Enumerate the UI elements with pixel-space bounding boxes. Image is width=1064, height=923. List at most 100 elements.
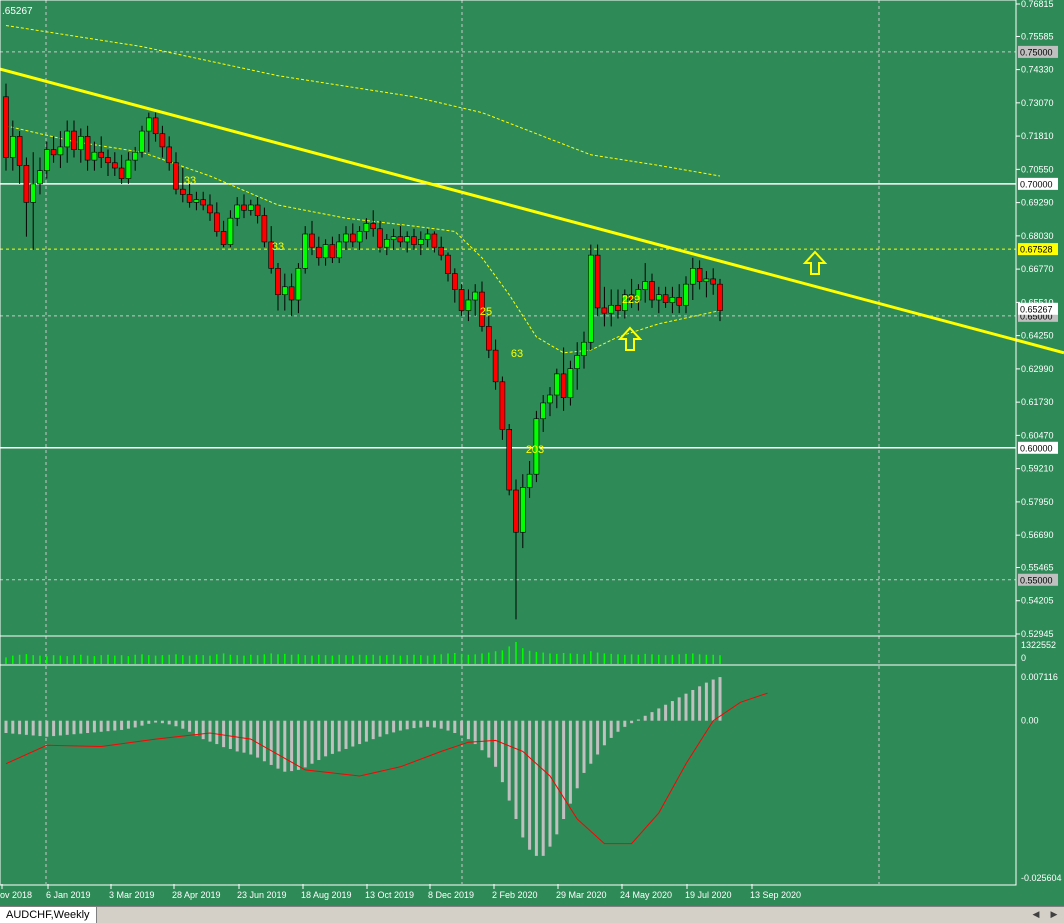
- bull-candle: [78, 136, 84, 150]
- scroll-right-icon[interactable]: ▶: [1050, 910, 1058, 920]
- chart-tab-bar: AUDCHF,Weekly ◀ ▶: [0, 906, 1064, 923]
- macd-histogram-bar: [623, 720, 627, 727]
- chart-annotation-number: 33: [184, 175, 196, 187]
- current-price-label: 0.65267: [1020, 304, 1053, 314]
- macd-histogram-bar: [392, 720, 396, 733]
- candles-layer: [3, 83, 723, 620]
- macd-histogram-bar: [58, 720, 62, 736]
- time-axis-label: 6 Jan 2019: [46, 890, 91, 900]
- time-axis-label: 8 Dec 2019: [428, 890, 474, 900]
- macd-histogram-bar: [113, 720, 117, 731]
- price-axis-label: 0.75585: [1021, 31, 1054, 41]
- macd-histogram-bar: [412, 720, 416, 729]
- macd-histogram-bar: [276, 720, 280, 769]
- bear-candle: [513, 489, 519, 533]
- bull-candle: [642, 281, 649, 290]
- price-axis-label: 0.74330: [1021, 65, 1054, 75]
- trendline[interactable]: [0, 67, 1064, 355]
- price-level-label: 0.75000: [1020, 47, 1053, 57]
- macd-histogram-bar: [351, 720, 355, 747]
- macd-histogram-bar: [120, 720, 124, 730]
- bear-candle: [717, 283, 723, 311]
- bear-candle: [118, 167, 125, 179]
- bull-candle: [91, 151, 98, 161]
- macd-histogram-bar: [528, 720, 532, 850]
- bull-candle: [547, 394, 553, 404]
- macd-histogram-bar: [194, 720, 198, 736]
- bear-candle: [594, 254, 601, 309]
- arrow-up-icon[interactable]: [802, 250, 828, 275]
- macd-histogram-bar: [11, 720, 15, 734]
- macd-histogram-bar: [534, 720, 538, 856]
- bull-candle: [519, 487, 526, 533]
- bear-candle: [370, 223, 377, 230]
- bull-candle: [336, 241, 343, 259]
- bear-candle: [180, 188, 186, 195]
- price-axis-label: 0.70550: [1021, 164, 1054, 174]
- bull-candle: [689, 268, 696, 285]
- macd-histogram-bar: [296, 720, 300, 770]
- macd-histogram-bar: [630, 720, 634, 724]
- macd-histogram-bar: [439, 720, 443, 729]
- time-axis-label: 19 Jul 2020: [685, 890, 732, 900]
- bear-candle: [676, 297, 683, 306]
- bull-candle: [343, 233, 349, 243]
- macd-histogram-bar: [704, 682, 708, 721]
- macd-histogram-bar: [303, 720, 307, 768]
- price-axis-label: 0.76815: [1021, 0, 1054, 9]
- price-level-label: 0.60000: [1020, 443, 1053, 453]
- bull-candle: [30, 183, 37, 203]
- bear-candle: [254, 204, 261, 216]
- bear-candle: [23, 165, 30, 203]
- bear-candle: [220, 231, 227, 245]
- time-axis-label: ov 2018: [0, 890, 32, 900]
- macd-histogram-bar: [507, 720, 511, 801]
- scroll-left-icon[interactable]: ◀: [1032, 910, 1040, 920]
- bear-candle: [16, 136, 23, 166]
- price-axis-label: 0.62990: [1021, 364, 1054, 374]
- macd-histogram-bar: [133, 720, 137, 728]
- macd-histogram-bar: [616, 720, 620, 732]
- price-axis-label: 0.55465: [1021, 562, 1054, 572]
- bull-candle: [356, 231, 363, 243]
- bull-candle: [281, 286, 288, 296]
- macd-histogram-bar: [664, 704, 668, 721]
- macd-histogram-bar: [228, 720, 232, 749]
- macd-histogram-bar: [215, 720, 219, 745]
- macd-axis-top-label: 0.007116: [1021, 672, 1058, 682]
- tab-audchf-weekly[interactable]: AUDCHF,Weekly: [0, 907, 97, 923]
- bull-candle: [703, 278, 710, 282]
- bull-candle: [193, 199, 200, 203]
- macd-histogram-bar: [521, 720, 525, 838]
- arrows-layer[interactable]: [617, 250, 828, 351]
- price-axis-label: 0.69290: [1021, 198, 1054, 208]
- volume-axis-top-label: 1322552: [1021, 640, 1056, 650]
- trendline-layer[interactable]: [0, 67, 1064, 355]
- macd-histogram-bar: [38, 720, 42, 737]
- arrow-up-icon[interactable]: [617, 326, 643, 351]
- macd-histogram-bar: [677, 697, 681, 721]
- volume-panel-frame: [0, 635, 1017, 666]
- macd-histogram-bar: [426, 720, 430, 727]
- chart-annotation-number: 33: [272, 241, 284, 253]
- bull-candle: [363, 223, 370, 232]
- macd-histogram-bar: [262, 720, 266, 762]
- price-axis-label: 0.52945: [1021, 629, 1054, 639]
- macd-signal-line: [5, 692, 768, 845]
- bull-candle: [57, 146, 64, 156]
- bear-candle: [159, 133, 166, 148]
- chart-annotation-number: 25: [480, 306, 492, 318]
- macd-histogram-bar: [650, 712, 654, 721]
- bear-candle: [268, 241, 275, 269]
- price-axis-label: 0.57950: [1021, 497, 1054, 507]
- macd-histogram-bar: [643, 715, 647, 721]
- macd-histogram-bar: [330, 720, 334, 754]
- price-axis-label: 0.61730: [1021, 397, 1054, 407]
- macd-histogram-bar: [52, 720, 56, 737]
- bear-candle: [377, 228, 383, 248]
- macd-histogram-bar: [92, 720, 96, 733]
- bear-candle: [166, 146, 172, 164]
- macd-histogram-bar: [432, 720, 436, 728]
- macd-axis-zero-label: 0.00: [1021, 716, 1039, 726]
